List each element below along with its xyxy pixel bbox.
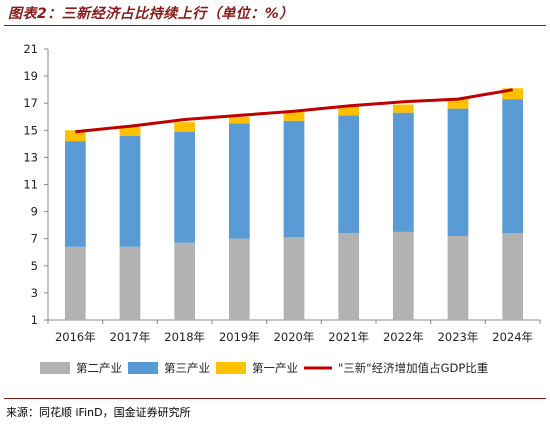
bar-segment	[502, 233, 524, 320]
legend-swatch	[40, 362, 70, 374]
bar-segment	[283, 111, 305, 121]
bar-segment	[502, 99, 524, 234]
bar-segment	[392, 231, 414, 320]
source-divider	[4, 398, 546, 399]
legend-swatch	[128, 362, 158, 374]
y-tick-label: 11	[23, 178, 38, 192]
bar-segment	[447, 99, 469, 109]
x-tick-label: 2024年	[492, 330, 533, 344]
bar-segment	[119, 135, 141, 247]
bar-segment	[174, 131, 196, 243]
bar-segment	[502, 88, 524, 100]
bar-segment	[338, 233, 360, 320]
y-tick-label: 17	[23, 96, 38, 110]
bar-segment	[64, 130, 86, 142]
bar-segment	[447, 235, 469, 320]
y-tick-label: 7	[31, 232, 38, 246]
bar-segment	[392, 112, 414, 232]
x-tick-label: 2018年	[164, 330, 205, 344]
bar-segment	[228, 123, 250, 239]
legend-label: 第一产业	[252, 361, 298, 375]
bar-segment	[283, 120, 305, 238]
y-tick-label: 1	[31, 313, 38, 327]
title-divider	[4, 25, 546, 26]
bar-segment	[119, 126, 141, 136]
bar-segment	[338, 115, 360, 234]
bar-segment	[64, 141, 86, 247]
y-tick-label: 9	[31, 205, 38, 219]
bar-segment	[174, 122, 196, 132]
x-tick-label: 2023年	[438, 330, 479, 344]
y-tick-label: 21	[23, 42, 38, 56]
series-line	[75, 88, 513, 134]
bar-segment	[228, 116, 250, 124]
x-tick-label: 2020年	[274, 330, 315, 344]
legend-swatch	[216, 362, 246, 374]
x-tick-label: 2021年	[328, 330, 369, 344]
y-tick-label: 15	[23, 123, 38, 137]
bar-segment	[228, 238, 250, 320]
source-note: 来源：同花顺 iFinD，国金证券研究所	[6, 406, 191, 419]
bar-segment	[64, 246, 86, 320]
bar-segment	[119, 246, 141, 320]
bar-segment	[283, 237, 305, 320]
y-tick-label: 13	[23, 150, 38, 164]
bar-segment	[174, 242, 196, 320]
x-tick-label: 2017年	[110, 330, 151, 344]
bar-segment	[392, 104, 414, 113]
legend-label: "三新"经济增加值占GDP比重	[338, 361, 488, 375]
legend-label: 第二产业	[76, 361, 122, 375]
legend-label: 第三产业	[164, 361, 210, 375]
chart-title: 图表2：三新经济占比持续上行（单位：%）	[8, 6, 294, 22]
bar-segment	[447, 108, 469, 236]
x-tick-label: 2016年	[55, 330, 96, 344]
y-tick-label: 19	[23, 69, 38, 83]
y-tick-label: 3	[31, 286, 38, 300]
x-tick-label: 2022年	[383, 330, 424, 344]
y-tick-label: 5	[31, 259, 38, 273]
bar-segment	[338, 105, 360, 116]
x-tick-label: 2019年	[219, 330, 260, 344]
